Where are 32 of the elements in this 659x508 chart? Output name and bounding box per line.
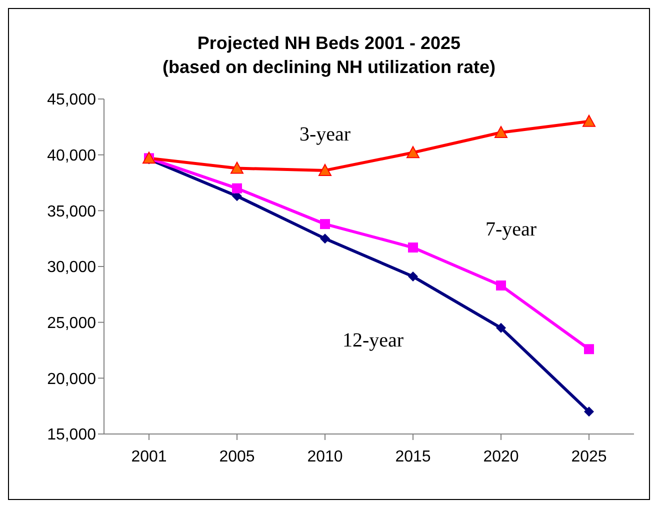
- x-tick-label: 2015: [395, 448, 431, 466]
- y-tick-label: 15,000: [47, 426, 96, 444]
- x-tick-label: 2005: [219, 448, 255, 466]
- point: [320, 219, 330, 230]
- point: [320, 234, 330, 244]
- y-tick-label: 25,000: [47, 315, 96, 332]
- point: [408, 272, 418, 282]
- point: [496, 280, 506, 290]
- chart-subtitle: (based on declining NH utilization rate): [161, 56, 497, 79]
- chart-title: Projected NH Beds 2001 - 2025: [196, 32, 462, 55]
- text: 12-year: [342, 330, 404, 352]
- series-label: 7-year: [485, 218, 537, 240]
- y-tick-label: 35,000: [47, 203, 96, 220]
- point: [584, 344, 594, 354]
- y-tick-label: 20,000: [47, 370, 96, 388]
- x-tick-label: 2010: [307, 448, 343, 466]
- point: [232, 183, 242, 194]
- point: [230, 162, 244, 174]
- point: [406, 146, 420, 158]
- series-label: 3-year: [299, 123, 351, 146]
- x-tick-label: 2025: [571, 448, 607, 466]
- y-tick-label: 30,000: [47, 259, 96, 276]
- y-tick-label: 40,000: [47, 148, 96, 165]
- point: [582, 114, 596, 127]
- point: [408, 242, 418, 253]
- point: [494, 126, 508, 138]
- x-tick-label: 2001: [131, 448, 167, 466]
- point: [584, 406, 594, 417]
- x-tick-label: 2020: [483, 448, 519, 466]
- y-tick-label: 45,000: [47, 92, 96, 109]
- point: [318, 164, 332, 176]
- point: [496, 322, 506, 333]
